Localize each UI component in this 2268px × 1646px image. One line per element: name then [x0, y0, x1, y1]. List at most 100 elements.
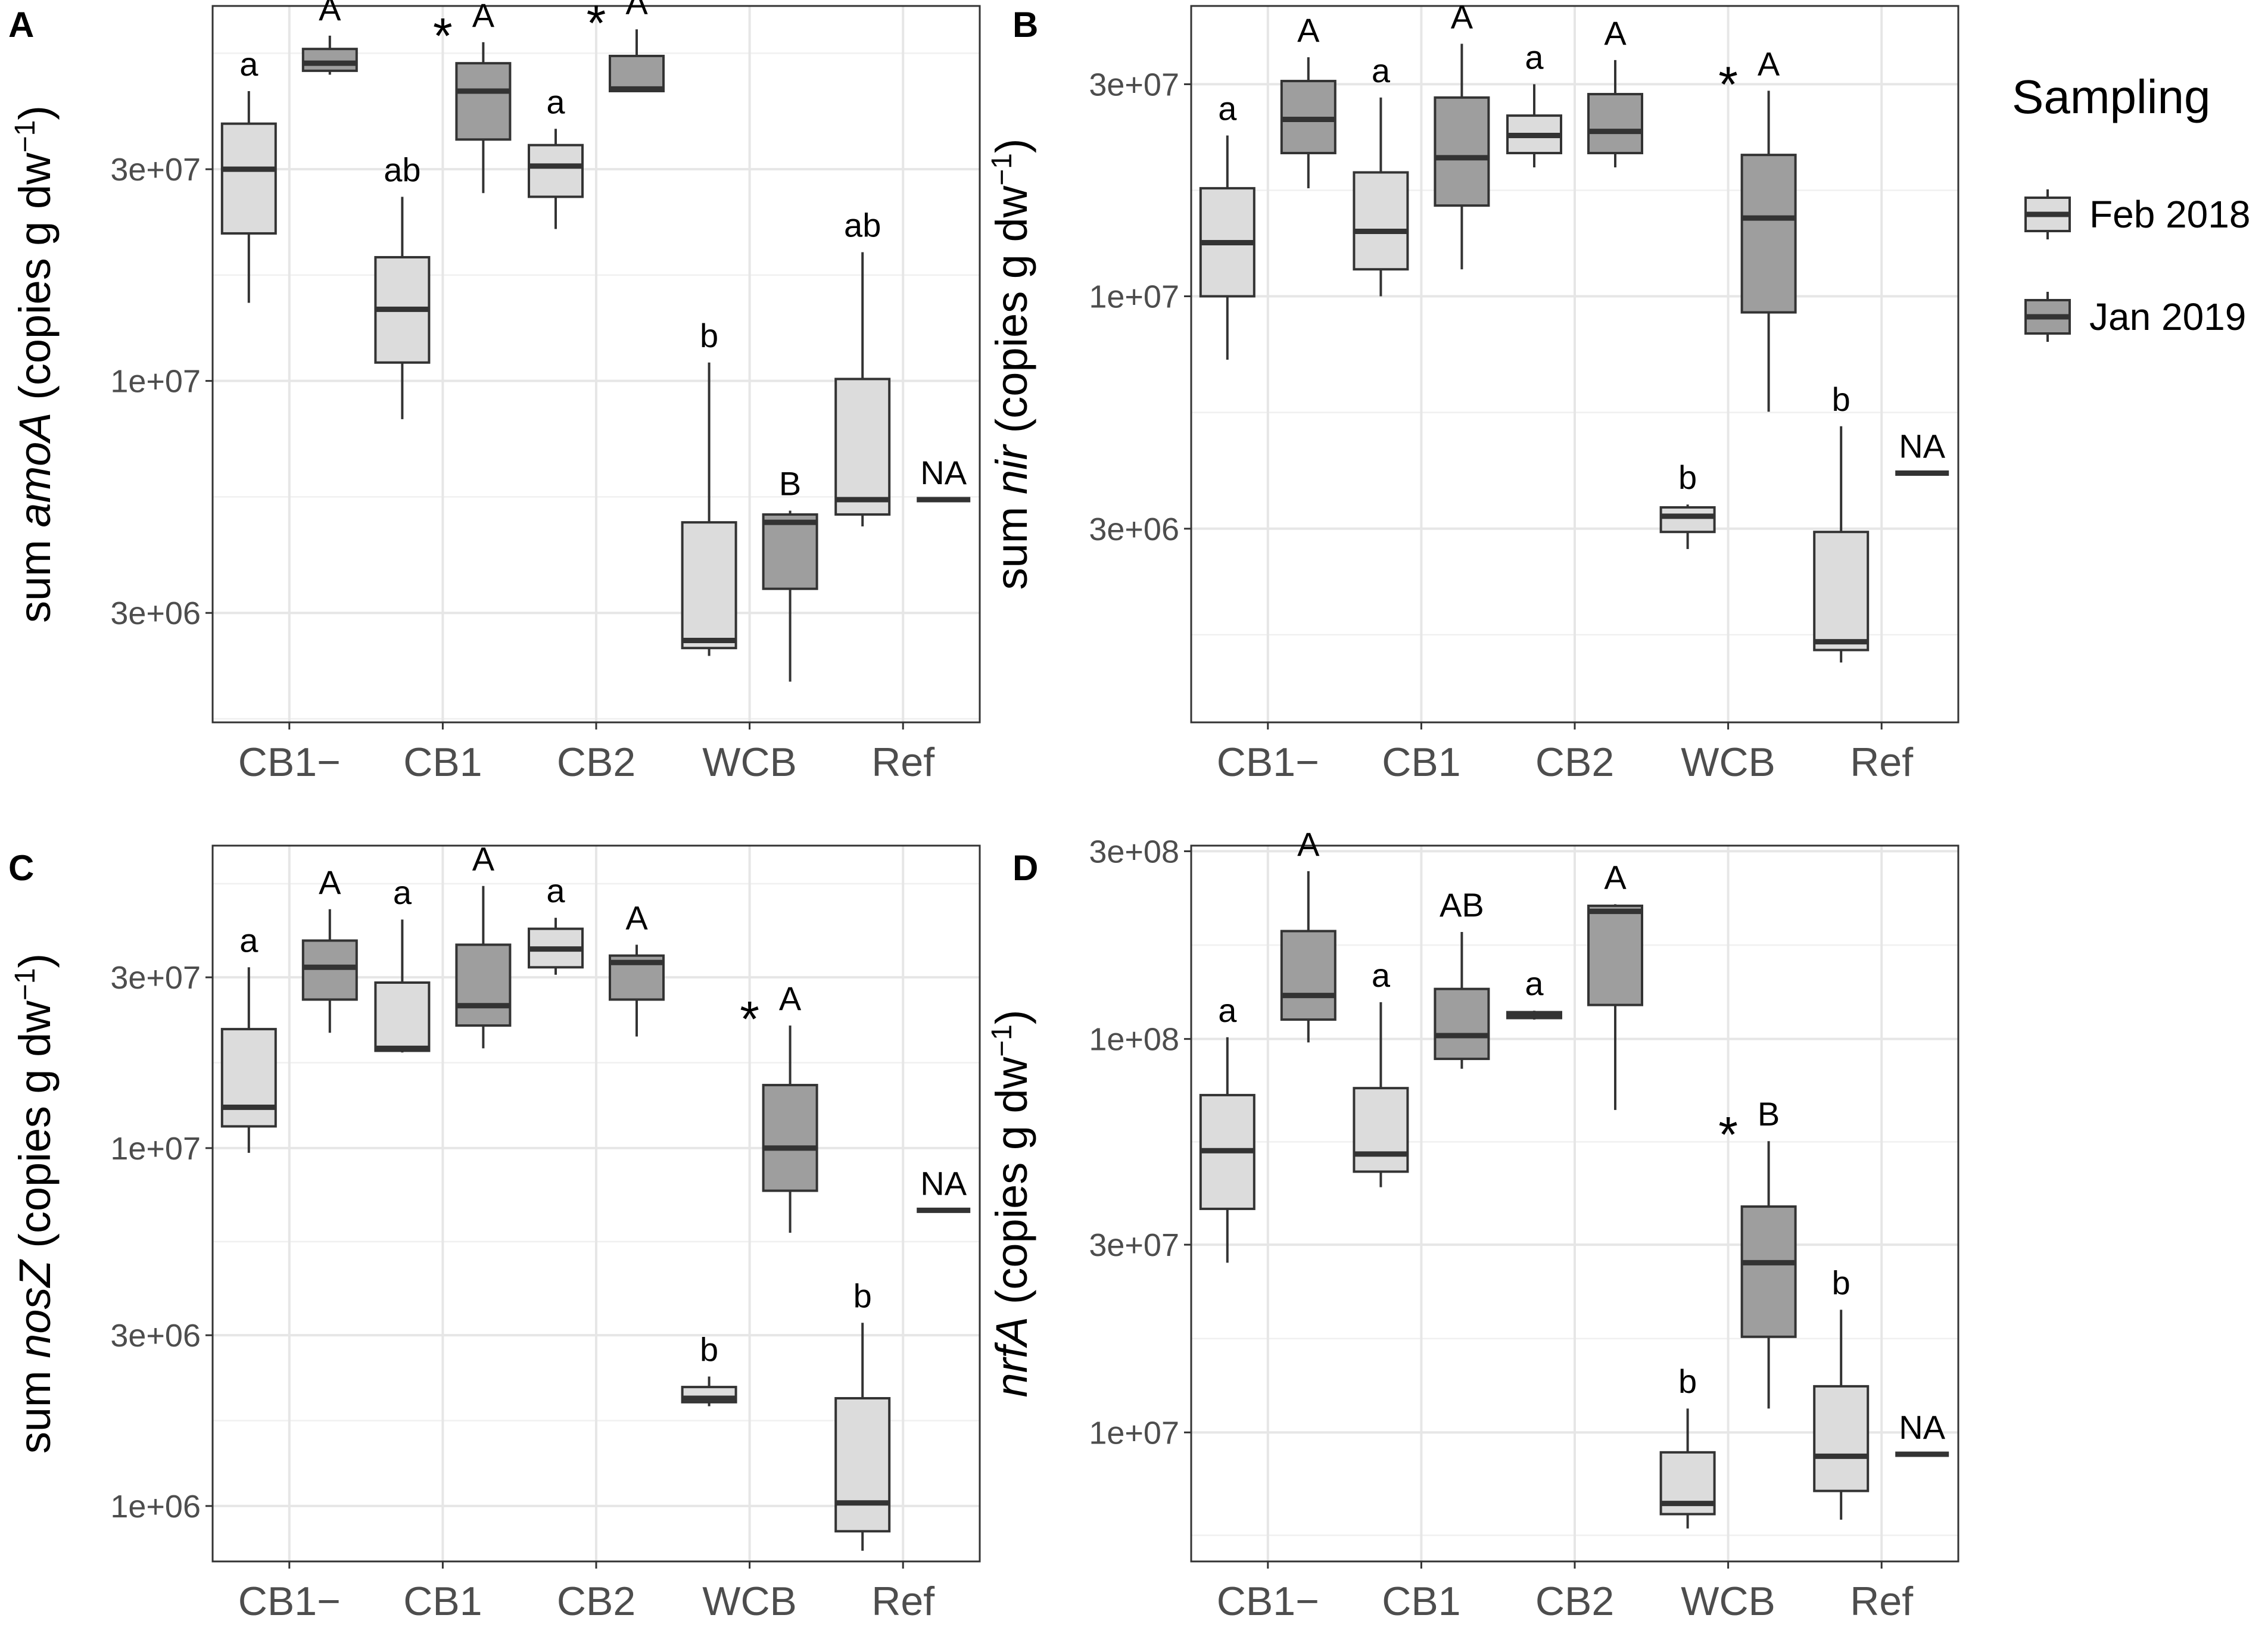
legend-key-jan [2024, 292, 2071, 342]
panel-b-jan-cb2-box [1587, 93, 1643, 155]
panel-c-feb-cb1-sig-label: a [393, 874, 412, 911]
panel-a-border [211, 5, 981, 724]
panel-d: 1e+07 3e+07 1e+08 3e+08 CB1− CB1 CB2 WCB Ref Dnrf… [986, 825, 1959, 1624]
panel-d-jan-cb1-minus-box [1280, 930, 1336, 1021]
panel-c-border [211, 844, 981, 1563]
panel-d-feb-cb1-minus-sig-label: a [1218, 992, 1237, 1029]
panel-b-x-tick-label: Ref [1850, 740, 1913, 785]
panel-d-jan-cb1-minus-sig-label: A [1297, 825, 1320, 863]
legend-label-feb: Feb 2018 [2089, 193, 2250, 236]
panel-b-jan-cb2-sig-label: A [1604, 14, 1627, 52]
panel-a-jan-wcb-box [762, 513, 818, 590]
panel-b-feb-cb1-box [1353, 171, 1409, 271]
panel-a-feb-cb2-box [528, 144, 584, 198]
panel-d-feb-cb1-sig-label: a [1372, 956, 1391, 994]
panel-d-x-tick-label: WCB [1681, 1579, 1775, 1624]
panel-c-x-tick-label: WCB [702, 1579, 797, 1624]
panel-a-feb-cb1-minus-sig-label: a [239, 45, 258, 83]
panel-a-y-tick-label: 3e+07 [110, 152, 201, 188]
panel-d-jan-cb1-sig-label: AB [1440, 886, 1484, 924]
panel-d-jan-ref-sig-label: NA [1899, 1408, 1945, 1446]
panel-a-letter: A [8, 5, 34, 45]
panel-c-y-tick-label: 1e+07 [110, 1131, 201, 1167]
panel-a-y-tick-label: 3e+06 [110, 596, 201, 631]
panel-c-y-axis-label: sum nosZ (copies g dw−1) [10, 953, 60, 1454]
panel-d-feb-cb1-box [1353, 1087, 1409, 1173]
panel-c-y-tick-label: 1e+06 [110, 1489, 201, 1525]
panel-a-jan-ref-sig-label: NA [920, 454, 967, 491]
panel-b-feb-ref-sig-label: b [1832, 381, 1850, 418]
panel-c-x-tick-label: Ref [871, 1579, 934, 1624]
panel-a-jan-cb1-sig-label: A [472, 0, 495, 34]
panel-b-y-tick-label: 3e+06 [1089, 512, 1179, 547]
panel-c: 1e+06 3e+06 1e+07 3e+07 CB1− CB1 CB2 WCB Ref Csum… [8, 840, 981, 1624]
panel-b-feb-ref-box [1813, 531, 1870, 651]
panel-a-feb-cb1-minus-box [220, 122, 277, 235]
panel-d-jan-wcb-box [1740, 1205, 1797, 1338]
panel-b-jan-cb1-minus-sig-label: A [1297, 11, 1320, 49]
panel-a-x-tick-label: CB1− [238, 740, 341, 785]
panel-b-x-tick-label: CB2 [1535, 740, 1614, 785]
panel-d-jan-cb2-box [1587, 905, 1643, 1006]
panel-d-x-tick-label: Ref [1850, 1579, 1913, 1624]
panel-d-feb-ref-box [1813, 1385, 1870, 1492]
panel-c-y-tick-label: 3e+06 [110, 1318, 201, 1354]
panel-d-letter: D [1012, 848, 1038, 888]
panel-d-y-tick-label: 1e+08 [1089, 1022, 1179, 1058]
panel-d-x-tick-label: CB2 [1535, 1579, 1614, 1624]
panel-c-jan-cb1-box [455, 943, 512, 1027]
panel-b-jan-cb1-box [1434, 96, 1490, 207]
panel-a-jan-cb2-box [609, 54, 665, 92]
panel-b-jan-cb1-sig-label: A [1451, 0, 1473, 35]
panel-b-y-tick-label: 1e+07 [1089, 279, 1179, 315]
panel-d-feb-ref-sig-label: b [1832, 1264, 1850, 1301]
panel-c-feb-cb1-minus-box [220, 1028, 277, 1128]
panel-b-jan-wcb-sig-label: A [1758, 45, 1780, 82]
panel-c-jan-wcb-sig-label: A [779, 980, 802, 1017]
panel-a-x-tick-label: CB2 [557, 740, 635, 785]
panel-a-jan-cb2-sig-label: A [625, 0, 648, 21]
panel-b-feb-cb1-sig-label: a [1372, 52, 1391, 89]
panel-a-jan-cb2-star: * [587, 0, 606, 51]
panel-b-feb-wcb-box [1659, 506, 1716, 534]
panel-c-x-tick-label: CB1− [238, 1579, 341, 1624]
panel-a-x-tick-label: WCB [702, 740, 797, 785]
panel-c-jan-cb1-minus-box [301, 939, 358, 1001]
panel-b-letter: B [1012, 5, 1038, 45]
panel-a-feb-ref-box [834, 378, 891, 516]
panel-c-feb-wcb-sig-label: b [700, 1331, 718, 1368]
panel-d-y-axis-label: nrfA (copies g dw−1) [986, 1009, 1037, 1397]
panel-b-feb-cb1-minus-sig-label: a [1218, 90, 1237, 127]
panel-b-jan-wcb-star: * [1718, 56, 1738, 112]
panel-b-jan-wcb-box [1740, 154, 1797, 314]
panel-a-jan-wcb-sig-label: B [779, 465, 801, 503]
panel-c-jan-ref-sig-label: NA [920, 1164, 967, 1202]
panel-a-jan-cb1-minus-box [301, 48, 358, 72]
panel-d-feb-cb2-sig-label: a [1525, 965, 1544, 1002]
panel-c-feb-cb1-minus-sig-label: a [239, 921, 258, 959]
panel-c-feb-ref-box [834, 1396, 891, 1533]
panel-c-letter: C [8, 848, 34, 888]
panel-b-feb-wcb-sig-label: b [1678, 459, 1697, 496]
panel-d-x-tick-label: CB1− [1217, 1579, 1319, 1624]
panel-b-jan-ref-sig-label: NA [1899, 428, 1945, 465]
panel-c-jan-wcb-star: * [740, 991, 759, 1047]
panel-c-y-tick-label: 3e+07 [110, 960, 201, 996]
panel-a-feb-cb2-sig-label: a [546, 83, 565, 120]
panel-a-x-tick-label: Ref [871, 740, 934, 785]
panel-a-x-tick-label: CB1 [403, 740, 482, 785]
panel-b-x-tick-label: CB1− [1217, 740, 1319, 785]
panel-d-jan-cb1-box [1434, 987, 1490, 1061]
panel-c-jan-cb2-sig-label: A [625, 899, 648, 936]
panel-c-jan-wcb-box [762, 1084, 818, 1192]
panel-d-y-tick-label: 3e+07 [1089, 1227, 1179, 1263]
legend-label-jan: Jan 2019 [2089, 295, 2246, 338]
panel-a-jan-cb1-minus-sig-label: A [319, 0, 341, 27]
panel-d-y-tick-label: 3e+08 [1089, 834, 1179, 869]
panel-b-x-tick-label: CB1 [1382, 740, 1460, 785]
panel-a-jan-cb1-box [455, 62, 512, 141]
panel-a-feb-cb1-sig-label: ab [384, 151, 420, 188]
panel-d-jan-wcb-sig-label: B [1758, 1095, 1780, 1133]
